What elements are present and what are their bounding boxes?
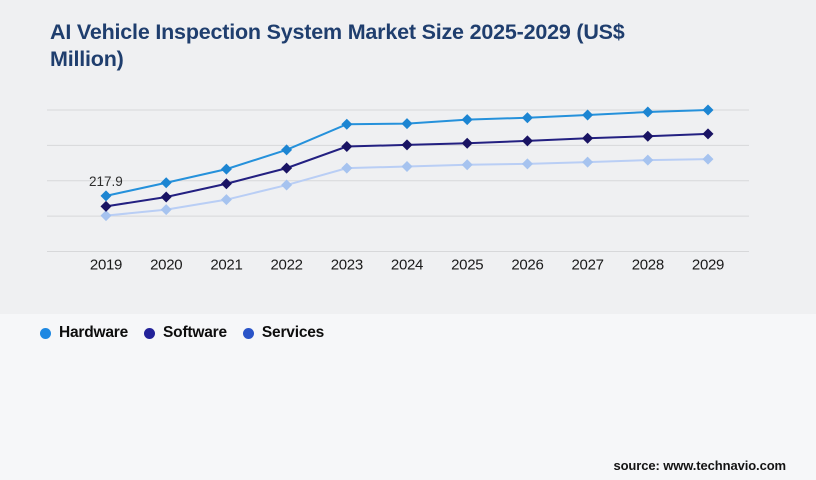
software-data-point-marker bbox=[220, 178, 232, 190]
chart-section-background bbox=[0, 0, 816, 314]
chart-legend: Hardware Software Services bbox=[40, 324, 324, 342]
services-legend-dot-icon bbox=[242, 327, 254, 339]
data-label: 217.9 bbox=[89, 174, 123, 189]
x-axis-label: 2025 bbox=[451, 257, 483, 274]
services-data-point-marker bbox=[341, 162, 353, 174]
legend-item-software: Software bbox=[144, 324, 227, 342]
hardware-data-point-marker bbox=[160, 177, 172, 189]
software-data-point-marker bbox=[401, 139, 413, 151]
hardware-data-point-marker bbox=[461, 114, 473, 126]
software-data-point-marker bbox=[100, 200, 112, 212]
services-data-point-marker bbox=[100, 210, 112, 222]
software-data-point-marker bbox=[160, 191, 172, 203]
software-legend-dot-icon bbox=[144, 327, 156, 339]
software-data-point-marker bbox=[521, 135, 533, 147]
software-data-point-marker bbox=[341, 141, 353, 153]
services-data-point-marker bbox=[642, 154, 654, 166]
x-axis-label: 2028 bbox=[632, 257, 664, 274]
hardware-data-point-marker bbox=[341, 118, 353, 130]
hardware-data-point-marker bbox=[642, 106, 654, 118]
legend-label-hardware: Hardware bbox=[59, 324, 129, 341]
hardware-data-point-marker bbox=[521, 112, 533, 124]
services-data-point-marker bbox=[461, 159, 473, 171]
software-data-point-marker bbox=[582, 132, 594, 144]
x-axis-label: 2021 bbox=[210, 257, 242, 274]
chart-title: AI Vehicle Inspection System Market Size… bbox=[50, 19, 625, 73]
hardware-data-point-marker bbox=[401, 118, 413, 130]
x-axis-label: 2020 bbox=[150, 257, 182, 274]
x-axis-label: 2023 bbox=[331, 257, 363, 274]
x-axis-label: 2027 bbox=[572, 257, 604, 274]
chart-title-line-1: AI Vehicle Inspection System Market Size… bbox=[50, 20, 625, 44]
services-data-point-marker bbox=[401, 161, 413, 173]
services-data-point-marker bbox=[160, 204, 172, 216]
x-axis-label: 2026 bbox=[511, 257, 543, 274]
software-data-point-marker bbox=[702, 128, 714, 140]
chart-canvas: 2019 2020 2021 2022 2023 2024 2025 2026 2027 2028… bbox=[47, 104, 749, 274]
software-data-point-marker bbox=[461, 137, 473, 149]
hardware-data-point-marker bbox=[100, 190, 112, 202]
legend-item-services: Services bbox=[242, 324, 325, 342]
hardware-data-point-marker bbox=[582, 109, 594, 121]
hardware-data-point-marker bbox=[220, 163, 232, 175]
x-axis-label: 2022 bbox=[271, 257, 303, 274]
services-data-point-marker bbox=[220, 194, 232, 206]
legend-label-services: Services bbox=[261, 324, 325, 341]
services-data-point-marker bbox=[702, 153, 714, 165]
software-data-point-marker bbox=[642, 130, 654, 142]
source-attribution: source: www.technavio.com bbox=[613, 458, 786, 473]
services-data-point-marker bbox=[582, 156, 594, 168]
services-data-point-marker bbox=[281, 179, 293, 191]
hardware-data-point-marker bbox=[702, 104, 714, 116]
services-data-point-marker bbox=[521, 158, 533, 170]
market-size-line-chart: 2019 2020 2021 2022 2023 2024 2025 2026 2027 2028… bbox=[0, 92, 816, 278]
hardware-data-point-marker bbox=[281, 144, 293, 156]
hardware-legend-dot-icon bbox=[40, 327, 51, 339]
x-axis-label: 2019 bbox=[90, 257, 122, 274]
x-axis-label: 2024 bbox=[391, 257, 423, 274]
x-axis-label: 2029 bbox=[692, 257, 724, 274]
legend-label-software: Software bbox=[163, 324, 227, 341]
chart-title-line-2: Million) bbox=[50, 47, 124, 71]
legend-item-hardware: Hardware bbox=[40, 324, 128, 342]
software-data-point-marker bbox=[281, 162, 293, 174]
